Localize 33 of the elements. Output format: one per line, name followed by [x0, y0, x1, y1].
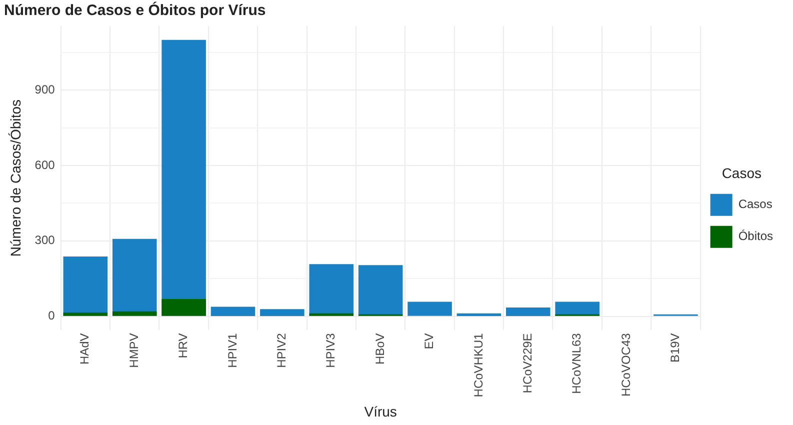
x-tick-label: HCoVNL63	[570, 332, 584, 394]
bar	[63, 312, 108, 316]
y-tick-label: 0	[48, 308, 56, 323]
y-tick-label: 900	[34, 82, 56, 96]
x-tick-label: HRV	[176, 333, 190, 358]
x-tick-label: HPIV2	[274, 332, 288, 368]
bar	[210, 306, 256, 316]
x-tick-label: HPIV3	[324, 332, 338, 368]
bar	[112, 311, 157, 316]
x-tick-label: EV	[422, 333, 436, 350]
x-tick-label: HPIV1	[225, 332, 240, 368]
bar	[309, 264, 354, 316]
y-tick-label: 600	[34, 158, 56, 172]
bar	[260, 309, 304, 316]
legend-label: Casos	[738, 197, 772, 212]
bar	[162, 299, 206, 316]
bar	[358, 265, 403, 316]
legend-title: Casos	[722, 164, 762, 181]
x-tick-label: HMPV	[126, 333, 141, 368]
x-tick-label: HCoVHKU1	[471, 332, 486, 398]
bar	[408, 302, 452, 316]
bar	[309, 313, 354, 316]
bar	[506, 308, 550, 316]
legend-label: Óbitos	[738, 229, 774, 244]
x-tick-label: HCoVOC43	[618, 332, 633, 397]
y-tick-label: 300	[34, 233, 56, 248]
x-tick-label: HBoV	[372, 333, 387, 365]
chart-title: Número de Casos e Óbitos por Vírus	[4, 1, 266, 20]
x-axis-title: Vírus	[364, 403, 397, 420]
x-tick-label: HCoV229E	[520, 333, 534, 394]
y-axis-title: Número de Casos/Óbitos	[7, 99, 24, 257]
x-tick-label: HAdV	[78, 333, 92, 365]
x-tick-label: B19V	[668, 333, 682, 363]
